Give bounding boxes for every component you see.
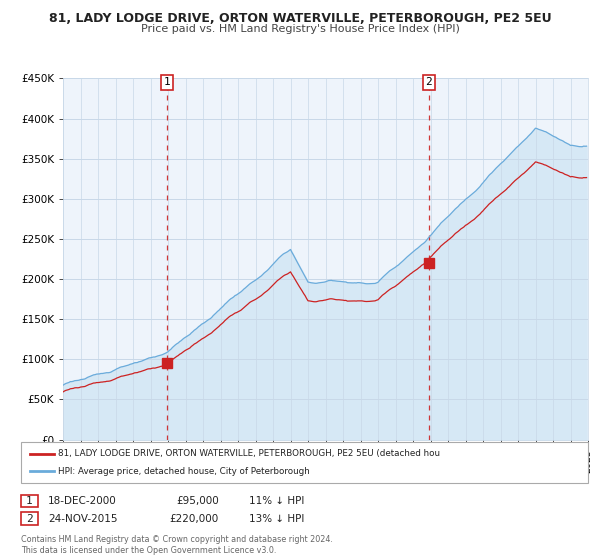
Text: 2: 2 [26,514,33,524]
Text: 1: 1 [26,496,33,506]
Text: £95,000: £95,000 [176,496,219,506]
Text: 13% ↓ HPI: 13% ↓ HPI [249,514,304,524]
Text: 2: 2 [425,77,432,87]
Text: 18-DEC-2000: 18-DEC-2000 [48,496,117,506]
Text: Contains HM Land Registry data © Crown copyright and database right 2024.
This d: Contains HM Land Registry data © Crown c… [21,535,333,555]
Text: 81, LADY LODGE DRIVE, ORTON WATERVILLE, PETERBOROUGH, PE2 5EU: 81, LADY LODGE DRIVE, ORTON WATERVILLE, … [49,12,551,25]
Text: HPI: Average price, detached house, City of Peterborough: HPI: Average price, detached house, City… [58,467,310,476]
Text: £220,000: £220,000 [170,514,219,524]
Text: 11% ↓ HPI: 11% ↓ HPI [249,496,304,506]
Text: 1: 1 [164,77,170,87]
Text: 81, LADY LODGE DRIVE, ORTON WATERVILLE, PETERBOROUGH, PE2 5EU (detached hou: 81, LADY LODGE DRIVE, ORTON WATERVILLE, … [58,449,440,458]
Text: 24-NOV-2015: 24-NOV-2015 [48,514,118,524]
Text: Price paid vs. HM Land Registry's House Price Index (HPI): Price paid vs. HM Land Registry's House … [140,24,460,34]
